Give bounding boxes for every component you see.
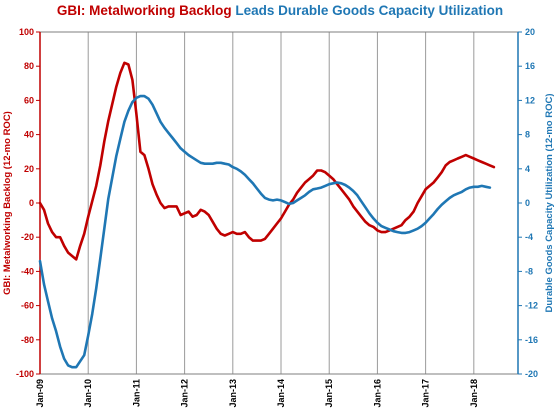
y-axis-right-title: Durable Goods Capacity Utilization (12-m… [544,93,555,312]
y-tick-label-right: -4 [525,232,533,242]
y-tick-label-left: 100 [19,27,34,37]
x-tick-label: Jan-09 [35,379,45,408]
y-tick-label-left: 40 [24,130,34,140]
series-line-backlog [38,61,496,261]
y-axis-left-title: GBI: Metalworking Backlog (12-mo ROC) [2,111,13,295]
y-tick-label-right: -12 [525,301,538,311]
y-tick-label-left: 60 [24,95,34,105]
y-tick-label-left: -80 [21,335,34,345]
y-tick-label-right: 16 [525,61,535,71]
y-tick-label-left: 20 [24,164,34,174]
x-tick-label: Jan-12 [180,379,190,408]
x-tick-label: Jan-15 [324,379,334,408]
series-line-capacity [38,94,492,369]
y-tick-label-left: -40 [21,266,34,276]
y-tick-label-right: 8 [525,130,530,140]
y-tick-label-right: -16 [525,335,538,345]
tick-labels: Jan-09 Jan-10 Jan-11 Jan-12 Jan-13 Jan-14 Jan-… [16,27,538,408]
y-tick-label-left: 0 [29,198,34,208]
chart-title-part-backlog: GBI: Metalworking Backlog [56,3,232,18]
y-tick-label-right: 0 [525,198,530,208]
x-tick-label: Jan-10 [83,379,93,408]
gridlines [87,32,475,374]
x-tick-label: Jan-17 [421,379,431,408]
x-tick-label: Jan-13 [228,379,238,408]
x-tick-label: Jan-11 [131,379,141,407]
y-tick-label-left: -20 [21,232,34,242]
y-tick-label-right: 20 [525,27,535,37]
y-tick-label-right: -8 [525,266,533,276]
x-tick-label: Jan-16 [372,379,382,408]
x-tick-label: Jan-14 [276,379,286,408]
chart-title-part-capacity: Leads Durable Goods Capacity Utilization [231,3,504,18]
y-tick-label-right: 12 [525,95,535,105]
y-tick-label-left: 80 [24,61,34,71]
x-tick-label: Jan-18 [469,379,479,408]
y-tick-label-right: -20 [525,369,538,379]
y-tick-label-left: -60 [21,301,34,311]
plot-area-border [39,31,519,375]
chart-title: GBI: Metalworking Backlog Leads Durable … [0,3,560,18]
y-tick-label-right: 4 [525,164,530,174]
y-tick-label-left: -100 [16,369,34,379]
series [38,61,496,369]
